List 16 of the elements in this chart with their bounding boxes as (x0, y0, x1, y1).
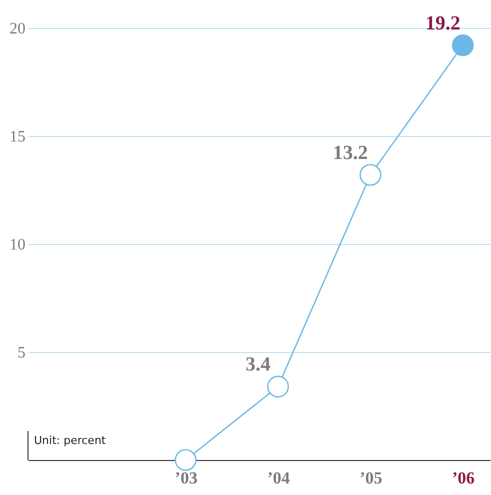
point (267, 376, 289, 398)
point (452, 34, 474, 56)
y-tick-label: 20 (10, 20, 26, 38)
text: Unit: percent (34, 434, 106, 447)
x-tick-label: ’05 (360, 468, 382, 488)
x-tick-label: ’06 (452, 468, 475, 488)
y-tick-label: 10 (10, 236, 26, 254)
data-label: 13.2 (332, 142, 368, 164)
x-tick-label: ’03 (174, 468, 198, 488)
data-label: 3.4 (246, 354, 271, 376)
y-tick-label: 5 (18, 344, 26, 362)
x-tick-label: ’04 (267, 468, 290, 488)
y-tick-label: 15 (10, 128, 26, 146)
point (174, 449, 197, 471)
point (360, 164, 382, 186)
data-label: 19.2 (425, 12, 460, 34)
